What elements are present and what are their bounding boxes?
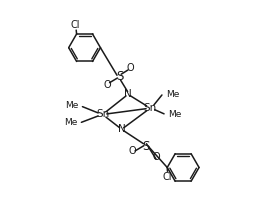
Text: S: S xyxy=(116,70,123,83)
Text: Sn: Sn xyxy=(96,109,109,120)
Text: O: O xyxy=(129,145,136,156)
Text: Cl: Cl xyxy=(71,20,80,30)
Text: Sn: Sn xyxy=(144,103,157,113)
Text: O: O xyxy=(126,63,134,73)
Text: Me: Me xyxy=(64,119,77,127)
Text: O: O xyxy=(103,80,111,90)
Text: N: N xyxy=(124,89,132,99)
Text: N: N xyxy=(118,124,126,134)
Text: O: O xyxy=(153,152,161,162)
Text: Cl: Cl xyxy=(163,172,173,182)
Text: Me: Me xyxy=(65,102,78,110)
Text: Me: Me xyxy=(166,90,180,99)
Text: S: S xyxy=(142,140,150,153)
Text: Me: Me xyxy=(168,110,182,119)
